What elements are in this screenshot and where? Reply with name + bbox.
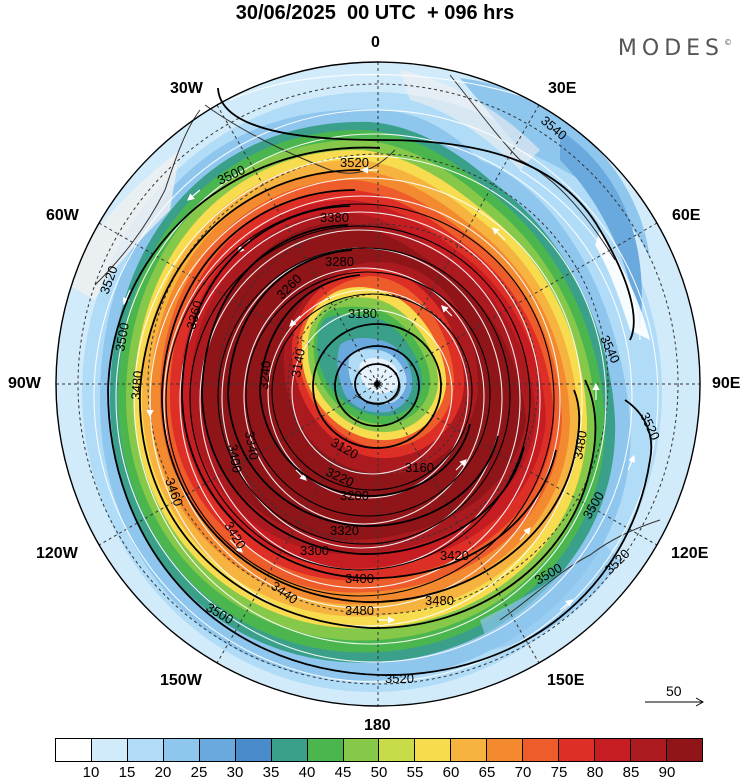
contour-label: 3140 (288, 347, 308, 378)
legend-swatch (90, 738, 127, 762)
legend-label: 90 (658, 764, 676, 781)
legend-label: 20 (154, 764, 172, 781)
legend-swatch (342, 738, 379, 762)
legend-swatch (486, 738, 523, 762)
legend-swatch (270, 738, 307, 762)
lon-label-60w: 60W (46, 207, 79, 224)
contour-labels: 3540 3520 3540 3520 3520 3500 3480 3500 … (97, 113, 663, 686)
contour-label: 3240 (256, 360, 273, 390)
lon-label-30e: 30E (548, 80, 577, 97)
contour-label: 3300 (300, 543, 329, 558)
legend-swatch (126, 738, 163, 762)
legend-label: 30 (226, 764, 244, 781)
contour-label: 3420 (440, 548, 469, 563)
contour-label: 3480 (425, 593, 454, 608)
legend-swatch (414, 738, 451, 762)
legend-swatch (594, 738, 630, 762)
contour-label: 3380 (320, 210, 349, 225)
contour-label: 3160 (405, 460, 434, 475)
legend-label: 10 (82, 764, 100, 781)
coastlines (94, 74, 661, 621)
legend-label: 35 (262, 764, 280, 781)
streamlines (93, 74, 659, 683)
brand-text: MODES (617, 36, 724, 61)
legend-label: 50 (370, 764, 388, 781)
brand-logo: MODES© (618, 36, 732, 61)
lon-label-30w: 30W (170, 80, 203, 97)
lon-label-120e: 120E (671, 545, 709, 562)
legend-swatch (234, 738, 271, 762)
lon-label-90e: 90E (712, 375, 741, 392)
legend-swatch (198, 738, 235, 762)
color-legend (55, 738, 703, 762)
contour-label: 3340 (242, 430, 262, 461)
contour-label: 3480 (128, 370, 145, 400)
legend-swatch (306, 738, 343, 762)
legend-swatch (450, 738, 487, 762)
legend-label: 55 (406, 764, 424, 781)
contour-label: 3180 (348, 306, 377, 321)
legend-label: 45 (334, 764, 352, 781)
lon-label-180: 180 (364, 717, 391, 734)
lon-label-150e: 150E (547, 672, 585, 689)
thin-contours (165, 203, 555, 597)
legend-swatch (630, 738, 666, 762)
legend-swatch (522, 738, 559, 762)
pole-cross (371, 378, 383, 390)
lon-label-90w: 90W (8, 375, 41, 392)
legend-swatch (558, 738, 595, 762)
lon-label-0: 0 (371, 34, 380, 51)
reference-vector-arrow (645, 697, 705, 707)
wind-speed-field (56, 62, 700, 706)
contour-label: 3520 (385, 671, 414, 686)
color-legend-labels: 10 15 20 25 30 35 40 45 50 55 60 65 70 75 80 85 90 (55, 764, 703, 782)
contour-label: 3360 (183, 299, 205, 331)
map-title: 30/06/2025 00 UTC + 096 hrs (235, 2, 515, 24)
legend-label: 70 (514, 764, 532, 781)
map-boundary (55, 61, 701, 707)
contour-label: 3480 (345, 603, 374, 618)
height-contours (107, 87, 653, 676)
contour-label: 3500 (112, 321, 132, 352)
contour-label: 3200 (340, 488, 369, 503)
copyright-mark: © (724, 38, 732, 47)
legend-label: 80 (586, 764, 604, 781)
legend-label: 85 (622, 764, 640, 781)
legend-label: 40 (298, 764, 316, 781)
lon-label-120w: 120W (36, 545, 78, 562)
contour-label: 3280 (325, 254, 354, 269)
legend-label: 15 (118, 764, 136, 781)
lon-label-150w: 150W (160, 672, 202, 689)
legend-swatch (665, 738, 703, 762)
legend-swatch (162, 738, 199, 762)
legend-label: 75 (550, 764, 568, 781)
contour-label: 3480 (570, 429, 590, 460)
contour-label: 3400 (225, 443, 245, 474)
lon-label-60e: 60E (672, 207, 701, 224)
contour-label: 3320 (330, 523, 359, 538)
legend-label: 60 (442, 764, 460, 781)
legend-swatch (378, 738, 415, 762)
contour-label: 3400 (345, 571, 374, 586)
reference-vector-label: 50 (666, 683, 682, 699)
legend-label: 65 (478, 764, 496, 781)
legend-swatch (55, 738, 91, 762)
legend-label: 25 (190, 764, 208, 781)
contour-label: 3520 (340, 155, 369, 170)
